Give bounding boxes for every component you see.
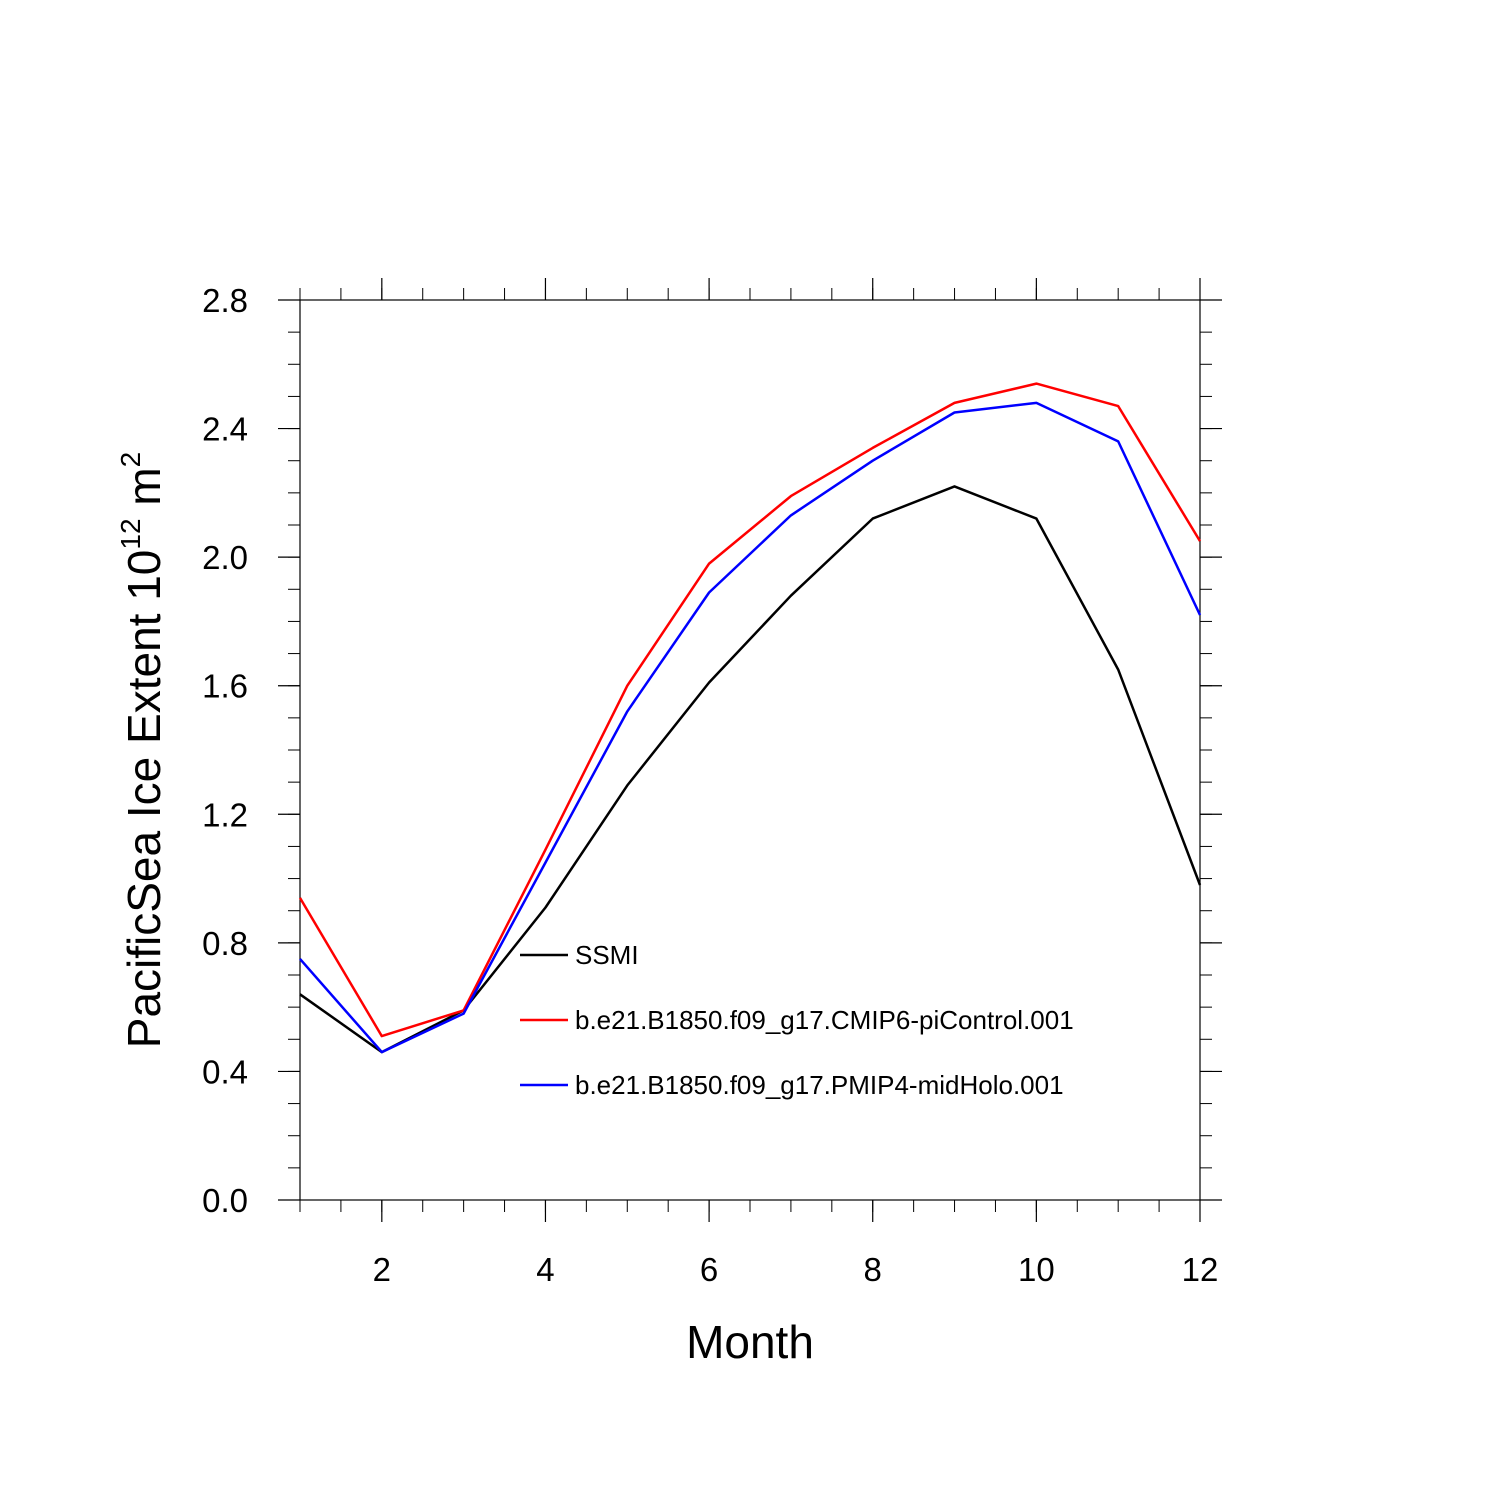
y-axis-title-unit-exponent: 2 xyxy=(115,452,146,468)
y-tick-label: 0.4 xyxy=(202,1053,248,1090)
series-lines xyxy=(298,382,1202,1054)
x-tick-label: 2 xyxy=(373,1251,391,1288)
legend-label-1: SSMI xyxy=(575,940,639,970)
y-tick-label: 1.2 xyxy=(202,796,248,833)
y-axis-title-exponent: 12 xyxy=(115,518,146,549)
y-axis-title-unit: m xyxy=(118,467,170,518)
y-tick-label: 2.8 xyxy=(202,282,248,319)
major-ticks xyxy=(278,278,1222,1222)
series-line-3 xyxy=(299,401,1202,1054)
y-tick-label: 0.0 xyxy=(202,1182,248,1219)
series-line-1 xyxy=(299,485,1202,1054)
x-axis-title: Month xyxy=(686,1316,814,1368)
y-tick-label: 2.4 xyxy=(202,411,248,448)
legend-label-3: b.e21.B1850.f09_g17.PMIP4-midHolo.001 xyxy=(575,1070,1064,1100)
x-tick-label: 10 xyxy=(1018,1251,1055,1288)
y-tick-labels: 0.0 0.4 0.8 1.2 1.6 2.0 2.4 2.8 xyxy=(202,282,248,1219)
x-tick-label: 6 xyxy=(700,1251,718,1288)
plot-frame xyxy=(299,299,1201,1201)
x-tick-labels: 2 4 6 8 10 12 xyxy=(373,1251,1219,1288)
series-line-2 xyxy=(298,382,1202,1038)
legend-label-2: b.e21.B1850.f09_g17.CMIP6-piControl.001 xyxy=(575,1005,1074,1035)
x-tick-label: 8 xyxy=(864,1251,882,1288)
y-axis-title-main: PacificSea Ice Extent 10 xyxy=(118,550,170,1049)
y-tick-label: 2.0 xyxy=(202,539,248,576)
x-tick-label: 12 xyxy=(1182,1251,1219,1288)
x-tick-label: 4 xyxy=(536,1251,554,1288)
y-tick-label: 1.6 xyxy=(202,668,248,705)
y-tick-label: 0.8 xyxy=(202,925,248,962)
y-axis-title: PacificSea Ice Extent 1012 m2 xyxy=(115,452,170,1048)
legend: SSMI b.e21.B1850.f09_g17.CMIP6-piControl.… xyxy=(520,940,1074,1100)
